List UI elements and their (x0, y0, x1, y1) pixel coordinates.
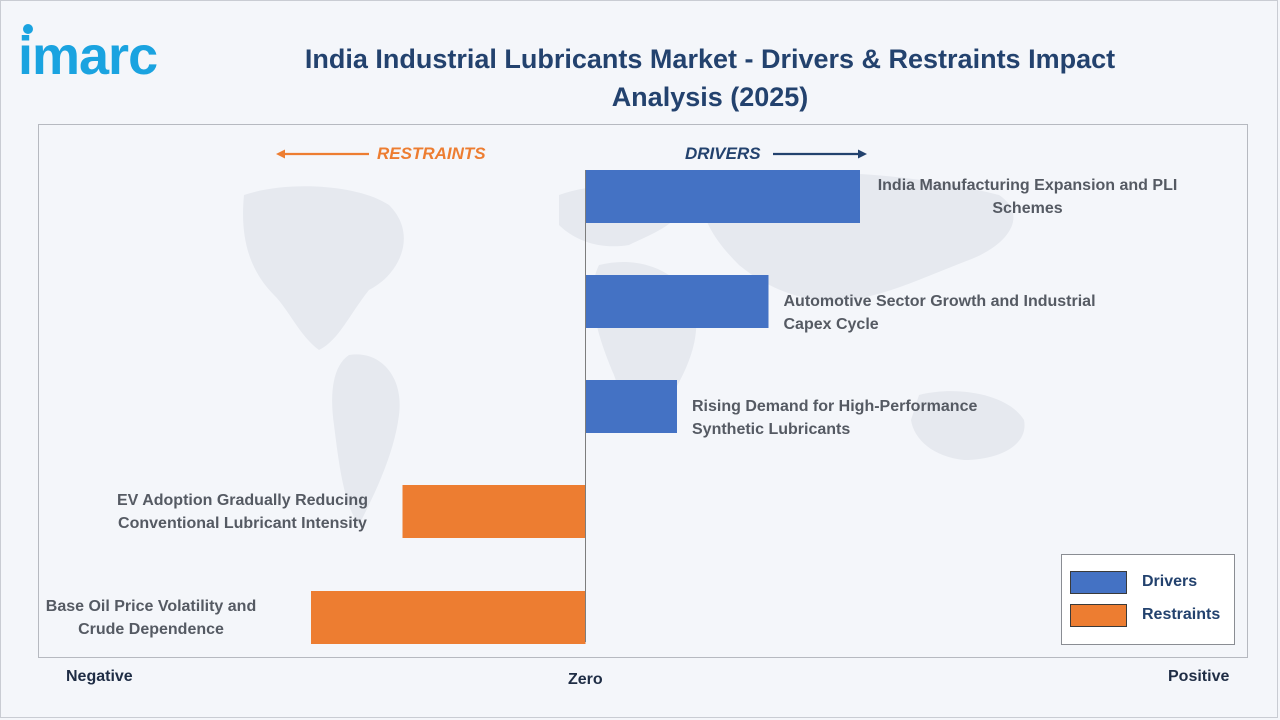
bar-label-line: Schemes (992, 199, 1063, 217)
bar-label-2: Rising Demand for High-Performance Synth… (692, 395, 1042, 441)
restraints-arrow-icon (276, 149, 369, 159)
chart-title: India Industrial Lubricants Market - Dri… (304, 44, 1116, 112)
bar-label-line: Automotive Sector Growth and Industrial … (783, 293, 1096, 333)
bar-restraint-3 (402, 485, 586, 538)
axis-label-zero: Zero (568, 671, 603, 688)
bar-label-1: Automotive Sector Growth and Industrial … (784, 290, 1134, 336)
bar-driver-2 (585, 380, 677, 433)
logo-text: imarc (18, 26, 157, 86)
imarc-logo: imarc (18, 24, 158, 86)
legend-label-drivers: Drivers (1142, 573, 1198, 590)
legend-swatch-drivers (1070, 571, 1127, 594)
bar-chart (276, 149, 867, 644)
legend-label-restraints: Restraints (1142, 606, 1221, 623)
logo-dot-icon (23, 24, 33, 34)
bar-label-4: Base Oil Price Volatility and Crude Depen… (11, 595, 291, 641)
bar-label-line: Crude Dependence (78, 620, 224, 638)
bar-label-3: EV Adoption Gradually Reducing Convention… (103, 489, 383, 535)
bar-label-line: India Manufacturing Expansion and PLI (877, 176, 1178, 194)
legend: Drivers Restraints (1061, 554, 1235, 645)
legend-item-restraints: Restraints (1070, 604, 1230, 628)
bar-driver-0 (585, 170, 860, 223)
bar-label-line: Base Oil Price Volatility and (45, 597, 257, 615)
bar-driver-1 (585, 275, 769, 328)
legend-item-drivers: Drivers (1070, 571, 1230, 595)
plot-area: RESTRAINTS DRIVERS India Manufacturing E… (38, 124, 1248, 658)
drivers-arrow-icon (773, 149, 867, 159)
bar-restraint-4 (311, 591, 586, 644)
legend-swatch-restraints (1070, 604, 1127, 627)
bar-label-0: India Manufacturing Expansion and PLI Sch… (875, 174, 1180, 220)
axis-label-positive: Positive (1168, 668, 1230, 685)
drivers-direction-label: DRIVERS (685, 144, 761, 163)
axis-label-negative: Negative (66, 668, 133, 685)
bar-label-line: Conventional Lubricant Intensity (118, 514, 367, 532)
bar-label-line: Rising Demand for High-Performance Synth… (692, 398, 978, 438)
restraints-direction-label: RESTRAINTS (377, 144, 486, 163)
bar-label-line: EV Adoption Gradually Reducing (117, 491, 368, 509)
